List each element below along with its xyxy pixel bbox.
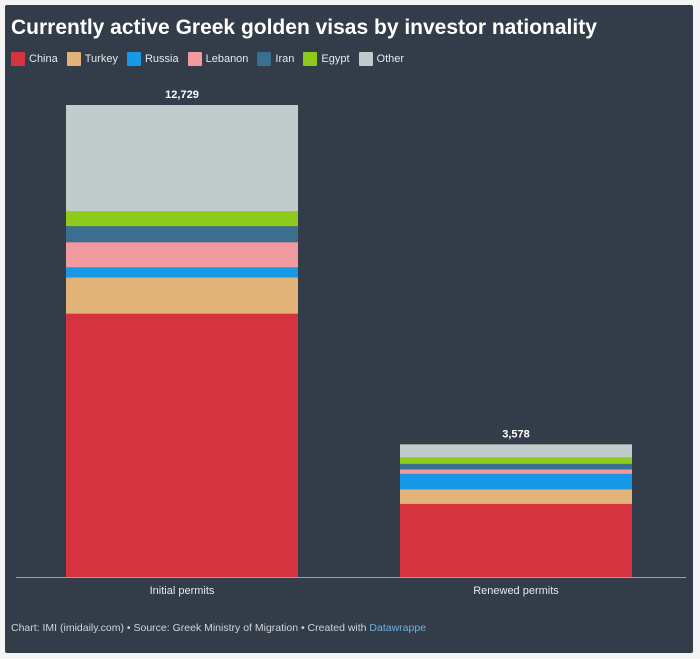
bar-segment-russia-initial-permits [66,267,298,278]
bar-segment-iran-renewed-permits [400,463,632,470]
bar-segment-turkey-renewed-permits [400,489,632,504]
legend-label: Russia [144,53,179,65]
legend-item-china: China [11,52,58,66]
total-label: 3,578 [502,428,530,440]
bar-segment-other-initial-permits [66,105,298,212]
legend-swatch [257,52,272,66]
legend-item-lebanon: Lebanon [187,52,249,66]
bar-segment-lebanon-initial-permits [66,242,298,268]
legend-swatch [358,52,373,66]
legend: China Turkey Russia Lebanon Iran Egypt O… [11,52,413,66]
legend-label: Lebanon [205,53,249,65]
total-label: 12,729 [165,89,199,101]
legend-swatch [66,52,81,66]
datawrapper-link[interactable]: Datawrappe [369,622,427,634]
bar-segment-china-initial-permits [66,313,298,577]
legend-label: Iran [275,53,295,65]
bar-segment-turkey-initial-permits [66,277,298,314]
bar-segment-egypt-renewed-permits [400,457,632,464]
bar-segment-lebanon-renewed-permits [400,469,632,474]
legend-item-other: Other [358,52,405,66]
bar-segment-egypt-initial-permits [66,211,298,227]
bar-segment-china-renewed-permits [400,503,632,577]
bar-segment-russia-renewed-permits [400,473,632,490]
legend-swatch [303,52,318,66]
legend-item-egypt: Egypt [303,52,350,66]
bar-segment-other-renewed-permits [400,444,632,458]
legend-swatch [11,52,25,66]
legend-label: Turkey [84,53,118,65]
legend-swatch [126,52,141,66]
legend-label: Other [376,53,405,65]
chart-title: Currently active Greek golden visas by i… [11,16,597,39]
legend-label: Egypt [321,53,350,65]
legend-swatch [187,52,202,66]
x-tick-label: Renewed permits [473,585,559,597]
x-tick-label: Initial permits [150,585,215,597]
chart-footer: Chart: IMI (imidaily.com) • Source: Gree… [11,622,426,634]
legend-item-iran: Iran [257,52,294,66]
legend-label: China [29,53,58,65]
legend-item-turkey: Turkey [66,52,118,66]
bar-segment-iran-initial-permits [66,226,298,243]
footer-credit: Chart: IMI (imidaily.com) • Source: Gree… [11,622,370,634]
legend-item-russia: Russia [126,52,179,66]
